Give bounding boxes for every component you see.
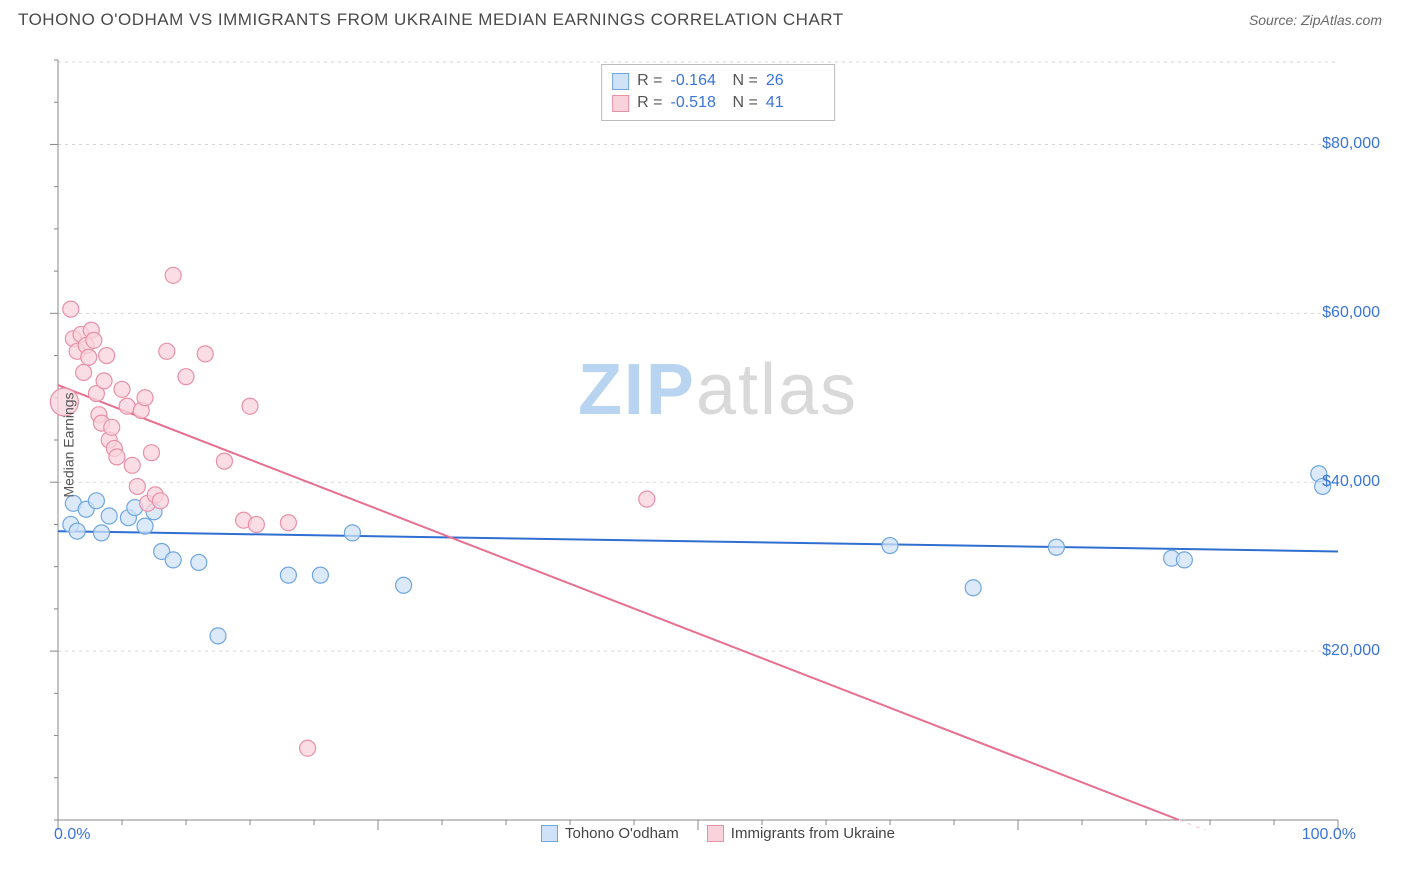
source-attribution: Source: ZipAtlas.com <box>1249 12 1382 28</box>
source-name: ZipAtlas.com <box>1301 12 1382 28</box>
swatch-tohono <box>541 825 558 842</box>
legend-label-ukraine: Immigrants from Ukraine <box>731 825 895 842</box>
n-value-tohono: 26 <box>766 70 820 92</box>
legend-item-tohono: Tohono O'odham <box>541 825 679 842</box>
source-prefix: Source: <box>1249 12 1301 28</box>
n-value-ukraine: 41 <box>766 92 820 114</box>
plot-container: Median Earnings ZIPatlas $20,000$40,000$… <box>48 50 1388 840</box>
r-label: R = <box>637 70 662 92</box>
n-label: N = <box>733 92 758 114</box>
y-tick-label: $60,000 <box>1322 304 1380 322</box>
legend-label-tohono: Tohono O'odham <box>565 825 679 842</box>
chart-title: TOHONO O'ODHAM VS IMMIGRANTS FROM UKRAIN… <box>18 10 844 30</box>
swatch-ukraine <box>612 95 629 112</box>
r-value-tohono: -0.164 <box>671 70 725 92</box>
y-tick-label: $80,000 <box>1322 135 1380 153</box>
swatch-tohono <box>612 73 629 90</box>
y-axis-label: Median Earnings <box>61 392 77 497</box>
y-tick-label: $40,000 <box>1322 473 1380 491</box>
series-legend: Tohono O'odham Immigrants from Ukraine <box>48 825 1388 842</box>
y-tick-label: $20,000 <box>1322 642 1380 660</box>
n-label: N = <box>733 70 758 92</box>
r-label: R = <box>637 92 662 114</box>
legend-row-ukraine: R = -0.518 N = 41 <box>612 92 820 114</box>
chart-header: TOHONO O'ODHAM VS IMMIGRANTS FROM UKRAIN… <box>0 0 1406 38</box>
legend-row-tohono: R = -0.164 N = 26 <box>612 70 820 92</box>
scatter-plot <box>48 50 1348 830</box>
r-value-ukraine: -0.518 <box>671 92 725 114</box>
swatch-ukraine <box>707 825 724 842</box>
legend-item-ukraine: Immigrants from Ukraine <box>707 825 895 842</box>
correlation-legend: R = -0.164 N = 26 R = -0.518 N = 41 <box>601 64 835 121</box>
